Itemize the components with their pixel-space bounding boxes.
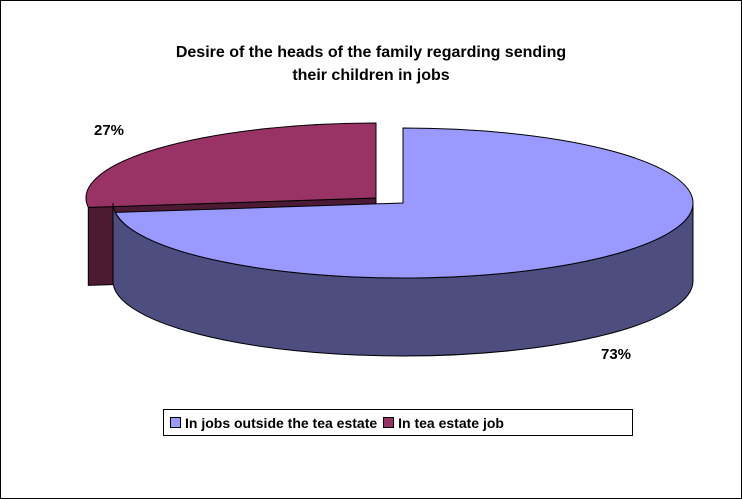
chart-legend: In jobs outside the tea estate In tea es… xyxy=(163,409,633,436)
legend-item-in-tea-estate-job: In tea estate job xyxy=(383,415,504,431)
legend-label-in-jobs-outside: In jobs outside the tea estate xyxy=(185,414,378,431)
chart-title-line-2: their children in jobs xyxy=(292,67,450,84)
chart-title: Desire of the heads of the family regard… xyxy=(41,41,701,87)
pie-label-in-jobs-outside: 73% xyxy=(601,346,631,363)
legend-swatch-in-tea-estate-job xyxy=(383,417,395,428)
pie-label-in-tea-estate-job: 27% xyxy=(94,122,124,139)
pie-slice-in-tea-estate-job xyxy=(85,122,377,208)
chart-title-line-1: Desire of the heads of the family regard… xyxy=(175,44,567,61)
pie-slice-in-jobs-outside xyxy=(114,127,694,279)
legend-label-in-tea-estate-job: In tea estate job xyxy=(398,414,504,431)
legend-item-in-jobs-outside: In jobs outside the tea estate xyxy=(170,415,377,431)
legend-swatch-in-jobs-outside xyxy=(170,417,181,428)
